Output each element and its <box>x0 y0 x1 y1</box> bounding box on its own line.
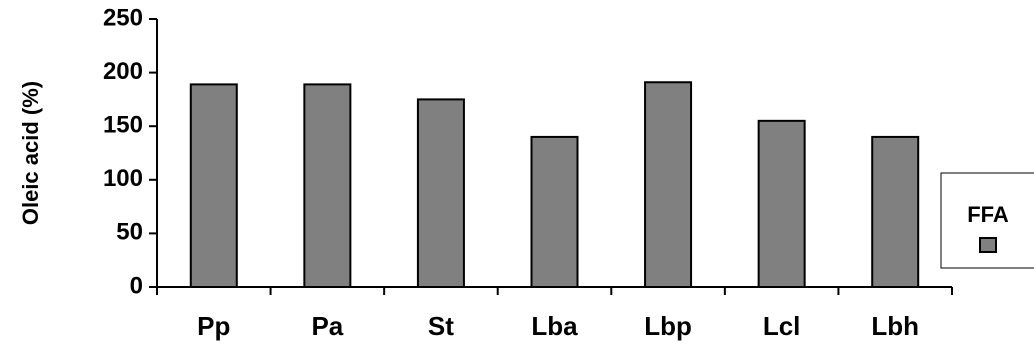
y-ticks: 0 50 100 150 200 250 <box>103 4 157 299</box>
bar-pp <box>189 83 238 288</box>
y-axis-title: Oleic acid (%) <box>18 81 43 225</box>
x-tick-labels: Pp Pa St Lba Lbp Lcl Lbh <box>197 311 919 341</box>
x-tick-label: Lbh <box>871 311 919 341</box>
x-tick-label: Lbp <box>644 311 692 341</box>
x-tick-label: Lba <box>531 311 578 341</box>
bar-st <box>416 98 465 289</box>
y-tick-label: 50 <box>116 219 143 246</box>
bar-pa <box>303 83 352 288</box>
y-tick-label: 200 <box>103 58 143 85</box>
y-tick-label: 150 <box>103 112 143 139</box>
plot-area <box>156 81 953 295</box>
y-tick-label: 0 <box>130 272 143 299</box>
x-tick-label: St <box>428 311 454 341</box>
bar-lba <box>530 135 579 288</box>
bar-lbp <box>644 81 693 288</box>
legend-label: FFA <box>967 202 1009 227</box>
x-tick-label: Pa <box>311 311 343 341</box>
y-tick-label: 100 <box>103 165 143 192</box>
axes <box>156 19 952 288</box>
bar-lbh <box>871 135 920 288</box>
legend: FFA <box>940 172 1034 269</box>
x-tick-label: Lcl <box>763 311 801 341</box>
y-tick-label: 250 <box>103 4 143 31</box>
bar-lcl <box>757 119 806 288</box>
legend-swatch <box>979 237 997 253</box>
x-tick-label: Pp <box>197 311 230 341</box>
